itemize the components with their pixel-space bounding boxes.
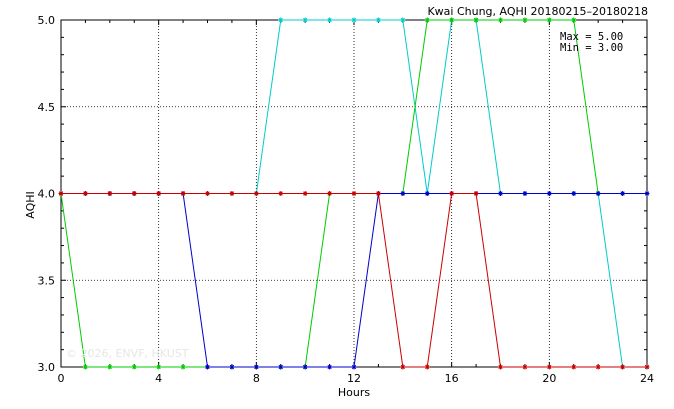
- x-tick-label: 0: [58, 372, 65, 385]
- data-point: [449, 191, 455, 196]
- data-point: [131, 191, 137, 196]
- y-tick-label: 4.5: [38, 101, 56, 114]
- data-point: [131, 364, 137, 370]
- y-tick-label: 4.0: [38, 188, 56, 201]
- data-point: [302, 364, 308, 370]
- data-point: [546, 364, 552, 370]
- data-point: [253, 191, 259, 196]
- x-tick-label: 12: [347, 372, 361, 385]
- x-tick-label: 16: [445, 372, 459, 385]
- plot-area: 0 4 8 12 16 20 24 3.0 3.5 4.0 4.5 5.0: [38, 14, 655, 385]
- data-point: [58, 191, 64, 196]
- data-point: [180, 191, 186, 196]
- data-point: [620, 364, 626, 370]
- x-tick-label: 8: [253, 372, 260, 385]
- data-point: [595, 364, 601, 370]
- data-point: [546, 17, 552, 23]
- data-point: [522, 364, 528, 370]
- data-point: [571, 17, 577, 23]
- y-axis-label: AQHI: [24, 191, 37, 219]
- data-point: [473, 191, 479, 196]
- data-point: [82, 364, 88, 370]
- data-point: [620, 191, 626, 196]
- data-point: [400, 364, 406, 370]
- data-point: [571, 191, 577, 196]
- data-point: [498, 17, 503, 23]
- data-point: [327, 17, 333, 23]
- data-point: [424, 364, 430, 370]
- data-point: [82, 191, 88, 196]
- data-point: [498, 364, 503, 370]
- max-label: Max = 5.00: [560, 31, 623, 43]
- data-point: [156, 364, 162, 370]
- x-tick-label: 20: [542, 372, 556, 385]
- data-point: [278, 17, 284, 23]
- data-point: [229, 364, 235, 370]
- y-tick-label: 3.0: [38, 361, 56, 374]
- data-point: [424, 191, 430, 196]
- data-point: [327, 191, 333, 196]
- x-axis-label: Hours: [338, 386, 370, 399]
- data-point: [522, 17, 528, 23]
- data-point: [253, 364, 259, 370]
- data-point: [278, 364, 284, 370]
- data-point: [351, 17, 357, 23]
- data-point: [180, 364, 186, 370]
- data-point: [205, 364, 210, 370]
- data-point: [449, 17, 455, 23]
- data-point: [278, 191, 284, 196]
- data-point: [595, 191, 601, 196]
- data-point: [351, 191, 357, 196]
- data-point: [302, 17, 308, 23]
- data-point: [644, 191, 650, 196]
- data-point: [229, 191, 235, 196]
- data-point: [375, 17, 381, 23]
- watermark: © 2026, ENVF, HKUST: [66, 347, 189, 360]
- y-tick-label: 3.5: [38, 274, 56, 287]
- data-point: [644, 364, 650, 370]
- data-point: [424, 17, 430, 23]
- data-point: [375, 191, 381, 196]
- data-point: [302, 191, 308, 196]
- data-point: [400, 191, 406, 196]
- data-point: [473, 17, 479, 23]
- data-point: [351, 364, 357, 370]
- chart-title: Kwai Chung, AQHI 20180215–20180218: [427, 5, 648, 18]
- x-tick-label: 4: [155, 372, 162, 385]
- data-point: [498, 191, 503, 196]
- y-tick-label: 5.0: [38, 14, 56, 27]
- data-point: [107, 364, 113, 370]
- data-point: [400, 17, 406, 23]
- x-tick-label: 24: [640, 372, 654, 385]
- data-point: [156, 191, 162, 196]
- data-point: [571, 364, 577, 370]
- data-point: [107, 191, 113, 196]
- data-point: [327, 364, 333, 370]
- min-label: Min = 3.00: [560, 42, 623, 54]
- data-point: [205, 191, 210, 196]
- data-point: [522, 191, 528, 196]
- data-point: [546, 191, 552, 196]
